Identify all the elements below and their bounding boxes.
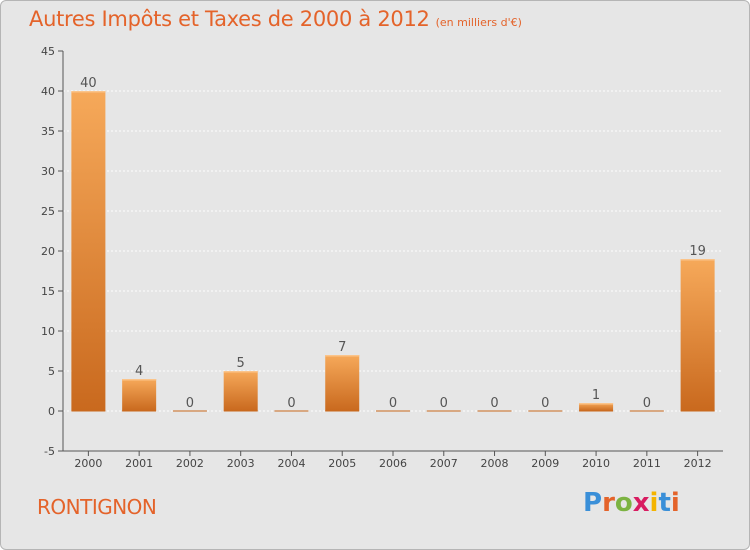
y-tick-label: 15 — [41, 285, 55, 298]
x-tick-label: 2000 — [74, 457, 102, 470]
bar — [579, 403, 614, 411]
data-label: 0 — [643, 396, 651, 411]
data-label: 0 — [490, 396, 498, 411]
data-label: 0 — [389, 396, 397, 411]
bar — [71, 91, 106, 411]
y-tick-label: 25 — [41, 205, 55, 218]
y-tick-label: 30 — [41, 165, 55, 178]
x-tick-label: 2004 — [277, 457, 305, 470]
logo-letter: t — [658, 488, 671, 518]
y-tick-label: -5 — [44, 445, 55, 458]
bar — [680, 259, 715, 411]
bar — [223, 371, 258, 411]
logo-letter: o — [614, 488, 633, 518]
x-tick-label: 2005 — [328, 457, 356, 470]
chart-title: Autres Impôts et Taxes de 2000 à 2012 (en… — [29, 7, 522, 31]
bar-highlight — [223, 371, 258, 373]
data-label: 40 — [80, 76, 97, 91]
y-tick-label: 35 — [41, 125, 55, 138]
bar — [325, 355, 360, 411]
y-tick-label: 45 — [41, 45, 55, 58]
x-tick-label: 2001 — [125, 457, 153, 470]
data-label: 7 — [338, 340, 346, 355]
chart-subtitle: (en milliers d'€) — [435, 16, 522, 29]
x-tick-label: 2012 — [684, 457, 712, 470]
logo-letter: r — [602, 488, 615, 518]
logo-letter: x — [632, 488, 650, 518]
bar — [122, 379, 157, 411]
data-label: 0 — [440, 396, 448, 411]
x-tick-label: 2011 — [633, 457, 661, 470]
chart-title-text: Autres Impôts et Taxes de 2000 à 2012 — [29, 7, 430, 31]
data-label: 0 — [541, 396, 549, 411]
y-tick-label: 20 — [41, 245, 55, 258]
data-label: 1 — [592, 388, 600, 403]
proxiti-logo: Proxiti — [583, 488, 680, 518]
bar-highlight — [122, 379, 157, 381]
logo-letter: i — [670, 488, 680, 518]
data-label: 19 — [689, 244, 706, 259]
bar-highlight — [579, 403, 614, 405]
y-tick-label: 40 — [41, 85, 55, 98]
bar-highlight — [680, 259, 715, 261]
data-label: 0 — [186, 396, 194, 411]
y-tick-label: 10 — [41, 325, 55, 338]
commune-name: RONTIGNON — [37, 495, 157, 519]
data-label: 0 — [287, 396, 295, 411]
y-tick-label: 0 — [48, 405, 55, 418]
x-tick-label: 2008 — [481, 457, 509, 470]
x-tick-label: 2002 — [176, 457, 204, 470]
bar-highlight — [71, 91, 106, 93]
y-tick-label: 5 — [48, 365, 55, 378]
x-tick-label: 2003 — [227, 457, 255, 470]
data-label: 5 — [237, 356, 245, 371]
x-tick-label: 2006 — [379, 457, 407, 470]
x-tick-label: 2009 — [531, 457, 559, 470]
x-tick-label: 2010 — [582, 457, 610, 470]
x-tick-label: 2007 — [430, 457, 458, 470]
data-label: 4 — [135, 364, 143, 379]
bar-highlight — [325, 355, 360, 357]
logo-letter: P — [583, 488, 603, 518]
logo-letter: i — [649, 488, 659, 518]
